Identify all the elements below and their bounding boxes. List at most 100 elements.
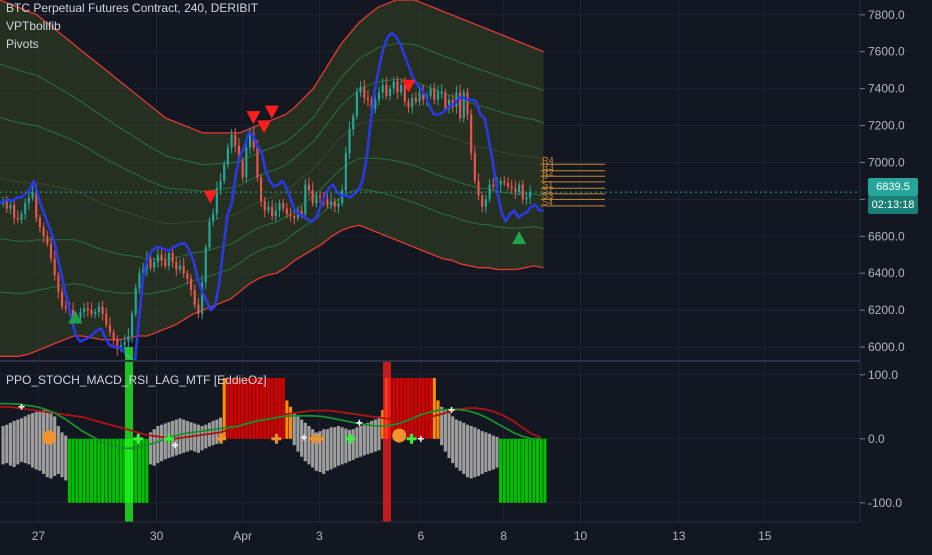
candle-body [171,252,174,263]
sell-signal-triangle [203,190,218,204]
time-axis-label: 6 [417,529,424,543]
candle-body [46,236,49,244]
candle-body [27,197,30,204]
candle-body [186,273,189,279]
highlight-bar [383,362,391,522]
oscillator-bar [71,438,75,503]
oscillator-indicator-label[interactable]: PPO_STOCH_MACD_RSI_LAG_MTF [EddieOz] [6,373,267,387]
candle-body [90,310,93,314]
candle-body [477,180,480,196]
fib-band-line [0,188,544,295]
candle-body [318,195,322,198]
candle-body [403,84,406,102]
candle-body [289,214,292,216]
candle-body [418,92,421,102]
oscillator-bar [108,438,112,503]
candle-body [212,214,215,222]
oscillator-bar [1,426,5,465]
oscillator-bar [230,378,234,439]
oscillator-bar [333,427,337,468]
candle-body [499,180,502,185]
oscillator-bar [524,438,529,503]
candle-body [215,188,218,215]
sell-signal-triangle [246,111,261,125]
buy-signal-triangle [68,310,83,324]
oscillator-bar [78,438,83,503]
oscillator-bar [53,416,57,476]
candle-body [24,203,27,215]
candle-body [473,153,476,181]
time-axis-label: 30 [150,529,164,543]
candle-body [208,221,211,248]
candle-body [164,260,167,266]
oscillator-bar [517,438,521,503]
candle-body [466,92,469,115]
oscillator-bar [42,410,46,474]
oscillator-bar [152,429,156,466]
candle-body [304,184,307,215]
symbol-title[interactable]: BTC Perpetual Futures Contract, 240, DER… [6,1,259,15]
oscillator-bar [373,419,377,452]
oscillator-bar [156,426,160,464]
oscillator-bar [16,419,20,465]
oscillator-bar [12,420,16,467]
oscillator-bar [347,429,352,462]
oscillator-bar [484,432,488,473]
candle-body [263,201,266,211]
oscillator-bar [499,438,503,503]
fib-band-line [0,119,544,224]
oscillator-bar [318,431,322,473]
candle-body [259,177,263,202]
oscillator-bar [148,432,153,465]
candle-body [271,206,274,216]
candle-body [359,86,362,93]
candle-body [175,262,178,270]
candle-body [300,210,303,215]
oscillator-bar [104,438,108,503]
oscillator-bar [325,429,329,471]
oscillator-bar [451,416,455,464]
oscillator-bar [182,419,186,453]
candle-body [370,99,373,109]
oscillator-bar [38,410,42,471]
oscillator-bar [244,378,248,439]
oscillator-bar [432,378,436,439]
oscillator-bar [543,438,547,503]
osc-circle-marker [392,428,407,443]
time-axis-label: Apr [233,529,252,543]
candle-body [142,269,145,274]
indicator-vptbollfib-label[interactable]: VPTbollfib [6,19,61,33]
osc-circle-marker [42,430,57,445]
highlight-bar-main [125,347,133,360]
indicator-pivots-label[interactable]: Pivots [6,37,39,51]
candle-body [407,101,410,108]
candle-body [436,92,440,100]
price-axis-label: 7600.0 [868,45,905,59]
price-axis-background [860,0,932,550]
candle-body [237,145,241,161]
oscillator-bar [222,378,226,439]
candle-body [337,203,340,207]
candle-body [488,184,491,200]
oscillator-bar [263,378,267,439]
oscillator-bar [252,378,256,439]
oscillator-bar [395,378,400,439]
candle-body [60,291,64,307]
oscillator-bar [49,413,53,479]
candle-body [204,247,207,283]
candle-body [355,92,358,117]
oscillator-bar [502,438,506,503]
osc-axis-label: 0.0 [868,432,885,446]
candle-body [248,132,252,148]
candle-body [433,88,436,100]
candle-body [440,92,443,94]
candle-body [388,88,392,96]
oscillator-bar [506,438,510,503]
oscillator-bar [159,424,164,462]
pivot-label: R4 [542,155,554,165]
candle-body [134,288,137,314]
candle-body [16,217,19,220]
candle-body [447,99,451,109]
oscillator-bar [5,424,9,464]
